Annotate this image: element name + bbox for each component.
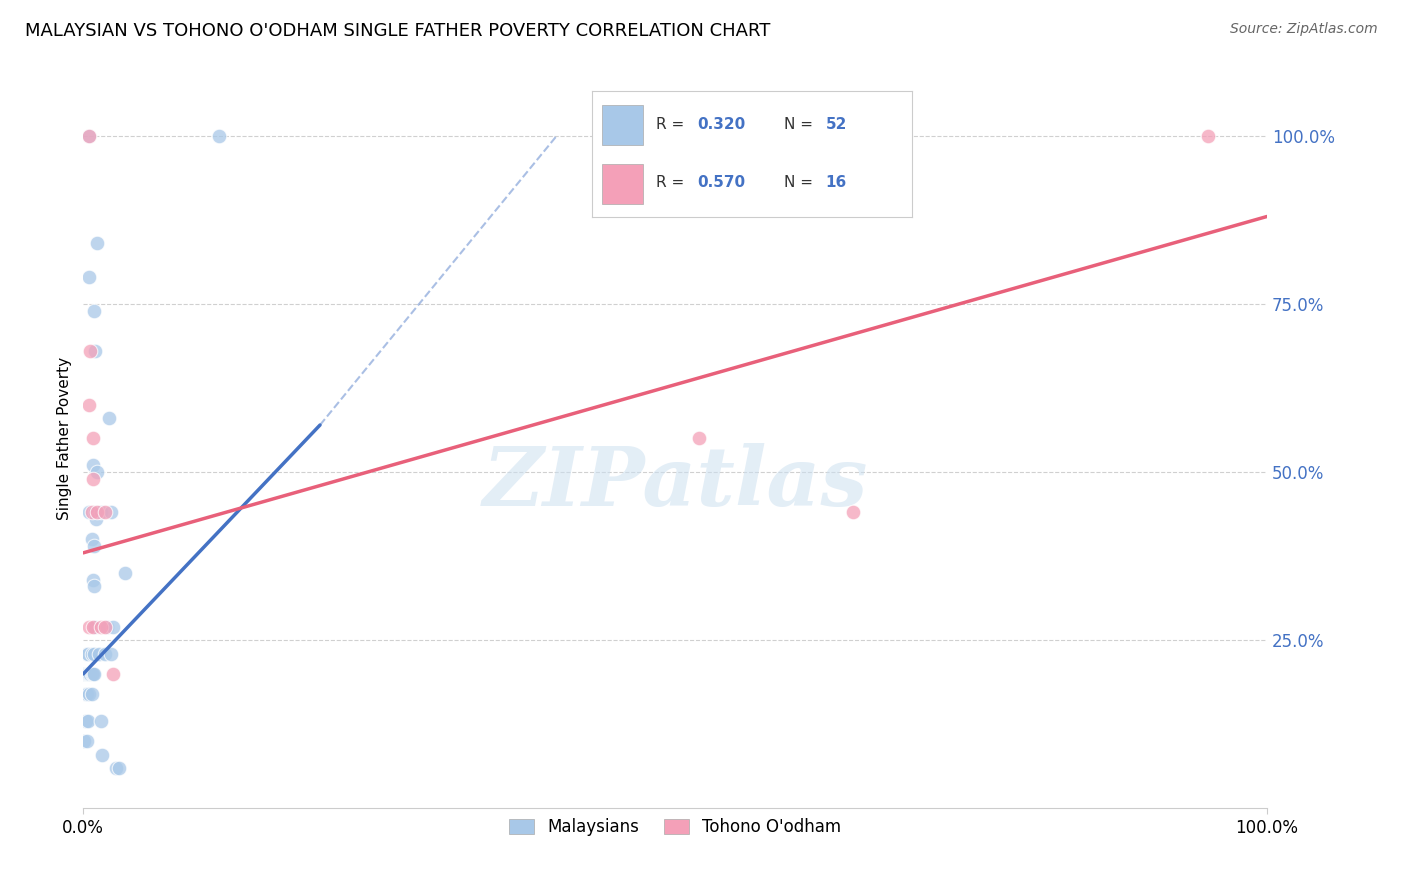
- Point: [76, 647, 98, 661]
- Point: [83, 647, 105, 661]
- Point: [93, 506, 115, 520]
- Point: [84, 344, 107, 359]
- Point: [83, 303, 105, 318]
- Point: [83, 667, 105, 681]
- Point: [80, 533, 103, 547]
- Point: [80, 506, 103, 520]
- Point: [82, 432, 104, 446]
- Point: [100, 647, 122, 661]
- Point: [100, 506, 122, 520]
- Point: [208, 128, 231, 143]
- Point: [80, 687, 103, 701]
- Point: [77, 270, 100, 285]
- Point: [105, 761, 128, 775]
- Point: [84, 620, 107, 634]
- Text: ZIPatlas: ZIPatlas: [482, 442, 868, 523]
- Point: [83, 620, 105, 634]
- Point: [98, 411, 121, 425]
- Point: [79, 667, 101, 681]
- Point: [90, 620, 112, 634]
- Point: [77, 714, 100, 728]
- Point: [86, 236, 108, 251]
- Text: Source: ZipAtlas.com: Source: ZipAtlas.com: [1230, 22, 1378, 37]
- Point: [87, 647, 110, 661]
- Point: [77, 128, 100, 143]
- Point: [77, 667, 100, 681]
- Point: [77, 687, 100, 701]
- Point: [73, 734, 96, 748]
- Point: [93, 647, 115, 661]
- Point: [101, 667, 124, 681]
- Point: [77, 620, 100, 634]
- Point: [84, 512, 107, 526]
- Point: [90, 506, 112, 520]
- Point: [101, 620, 124, 634]
- Point: [84, 506, 107, 520]
- Point: [82, 620, 104, 634]
- Point: [76, 687, 98, 701]
- Point: [82, 458, 104, 473]
- Point: [79, 344, 101, 359]
- Point: [96, 620, 118, 634]
- Point: [82, 472, 104, 486]
- Point: [82, 667, 104, 681]
- Point: [76, 734, 98, 748]
- Point: [841, 506, 863, 520]
- Point: [76, 667, 98, 681]
- Point: [83, 539, 105, 553]
- Point: [80, 667, 103, 681]
- Point: [73, 667, 96, 681]
- Point: [90, 714, 112, 728]
- Y-axis label: Single Father Poverty: Single Father Poverty: [58, 357, 72, 520]
- Point: [75, 667, 97, 681]
- Point: [80, 647, 103, 661]
- Point: [77, 667, 100, 681]
- Point: [114, 566, 136, 580]
- Point: [77, 647, 100, 661]
- Point: [107, 761, 129, 775]
- Text: MALAYSIAN VS TOHONO O'ODHAM SINGLE FATHER POVERTY CORRELATION CHART: MALAYSIAN VS TOHONO O'ODHAM SINGLE FATHE…: [25, 22, 770, 40]
- Point: [1197, 128, 1219, 143]
- Point: [86, 506, 108, 520]
- Point: [86, 465, 108, 479]
- Point: [77, 128, 100, 143]
- Point: [77, 398, 100, 412]
- Point: [688, 432, 710, 446]
- Point: [91, 747, 114, 762]
- Point: [82, 620, 104, 634]
- Legend: Malaysians, Tohono O'odham: Malaysians, Tohono O'odham: [501, 810, 849, 845]
- Point: [75, 714, 97, 728]
- Point: [82, 573, 104, 587]
- Point: [77, 506, 100, 520]
- Point: [75, 687, 97, 701]
- Point: [83, 579, 105, 593]
- Point: [93, 620, 115, 634]
